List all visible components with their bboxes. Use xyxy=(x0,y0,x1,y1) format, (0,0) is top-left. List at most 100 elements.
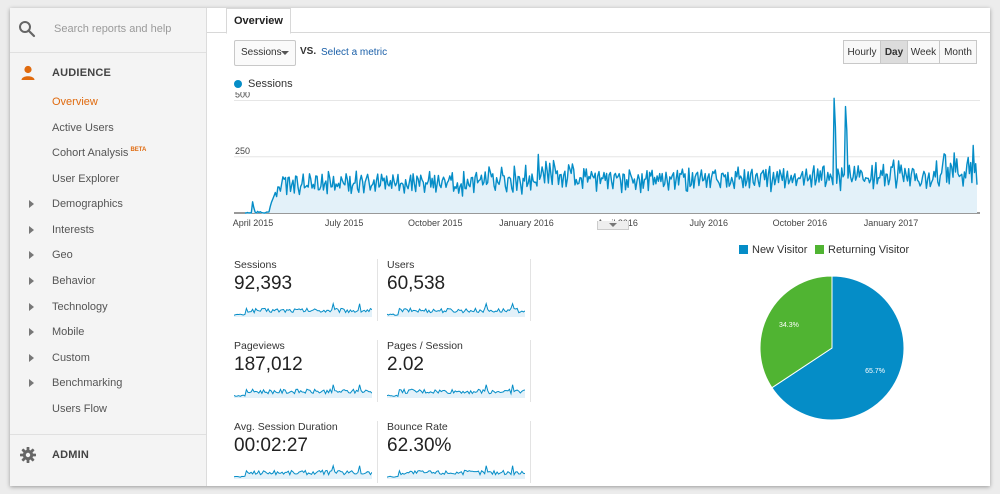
sidebar-item-demographics[interactable]: Demographics xyxy=(10,194,206,216)
sparkline-line xyxy=(234,301,372,316)
stat-divider xyxy=(377,259,378,321)
stat-label: Bounce Rate xyxy=(387,421,448,433)
sidebar-item-label: Demographics xyxy=(52,198,123,210)
granularity-week-button[interactable]: Week xyxy=(907,40,940,64)
sidebar-item-mobile[interactable]: Mobile xyxy=(10,322,206,344)
sparkline-line xyxy=(387,384,525,398)
sidebar-item-users-flow[interactable]: Users Flow xyxy=(10,399,206,421)
granularity-month-button[interactable]: Month xyxy=(939,40,977,64)
sidebar-item-label: Interests xyxy=(52,224,95,236)
sidebar-section-admin[interactable]: ADMIN xyxy=(10,438,206,472)
chevron-down-icon xyxy=(281,51,289,55)
sparkline xyxy=(234,384,372,398)
stat-pages-per-session: Pages / Session 2.02 xyxy=(387,340,527,410)
sessions-legend-dot xyxy=(234,80,242,88)
sidebar-item-label: Users Flow xyxy=(52,403,108,415)
x-tick-label: April 2015 xyxy=(233,218,274,228)
stat-pageviews: Pageviews 187,012 xyxy=(234,340,374,410)
stat-label: Users xyxy=(387,259,415,271)
sparkline xyxy=(234,463,372,479)
sidebar-item-label: Geo xyxy=(52,249,73,261)
sparkline xyxy=(387,301,525,317)
sidebar-item-interests[interactable]: Interests xyxy=(10,220,206,242)
sidebar-item-label: Custom xyxy=(52,352,90,364)
sidebar-item-label: Technology xyxy=(52,301,108,313)
select-metric-link[interactable]: Select a metric xyxy=(321,47,388,58)
pie-slice-new-visitor[interactable] xyxy=(771,275,905,421)
sidebar-item-cohort-analysis[interactable]: Cohort Analysis BETA xyxy=(10,143,206,165)
main-content: Overview Sessions VS. Select a metric Ho… xyxy=(207,8,990,486)
sparkline-area xyxy=(234,384,372,398)
granularity-day-button[interactable]: Day xyxy=(880,40,908,64)
stat-users: Users 60,538 xyxy=(387,259,527,329)
x-tick-label: January 2016 xyxy=(499,218,554,228)
sidebar-item-technology[interactable]: Technology xyxy=(10,297,206,319)
stat-value: 92,393 xyxy=(234,273,293,294)
pie-legend-returning: Returning Visitor xyxy=(815,244,909,256)
sidebar-section-audience[interactable]: AUDIENCE xyxy=(10,56,206,90)
x-tick-label: October 2016 xyxy=(773,218,828,228)
analytics-window: Search reports and help AUDIENCE Overvie… xyxy=(10,8,990,486)
sidebar-item-label: Cohort Analysis BETA xyxy=(52,147,146,159)
sparkline-line xyxy=(387,465,525,478)
audience-label: AUDIENCE xyxy=(52,67,112,79)
sidebar-divider xyxy=(10,434,206,435)
pie-slice-label: 34.3% xyxy=(779,322,799,329)
legend-swatch xyxy=(815,245,824,254)
stat-avg-session-duration: Avg. Session Duration 00:02:27 xyxy=(234,421,374,486)
gear-icon xyxy=(20,447,36,463)
pie-slice-returning-visitor[interactable] xyxy=(759,275,833,389)
sidebar: Search reports and help AUDIENCE Overvie… xyxy=(10,8,207,486)
x-tick-label: January 2017 xyxy=(864,218,919,228)
collapse-chart-button[interactable] xyxy=(597,221,629,230)
sparkline-area xyxy=(387,465,525,479)
sparkline-area xyxy=(387,303,525,317)
y-tick-label: 500 xyxy=(235,92,250,100)
sidebar-item-label: Behavior xyxy=(52,275,96,287)
stat-value: 2.02 xyxy=(387,354,424,375)
sidebar-item-label: Benchmarking xyxy=(52,377,123,389)
granularity-hourly-button[interactable]: Hourly xyxy=(843,40,881,64)
stat-value: 187,012 xyxy=(234,354,303,375)
sidebar-item-geo[interactable]: Geo xyxy=(10,245,206,267)
search-placeholder[interactable]: Search reports and help xyxy=(54,23,172,35)
sidebar-item-overview[interactable]: Overview xyxy=(10,92,206,114)
sidebar-item-user-explorer[interactable]: User Explorer xyxy=(10,169,206,191)
expand-arrow-icon xyxy=(29,303,34,311)
metric-select[interactable]: Sessions xyxy=(234,40,296,66)
sidebar-item-benchmarking[interactable]: Benchmarking xyxy=(10,373,206,395)
sidebar-item-behavior[interactable]: Behavior xyxy=(10,271,206,293)
expand-arrow-icon xyxy=(29,251,34,259)
legend-swatch xyxy=(739,245,748,254)
sparkline-line xyxy=(234,384,372,397)
stat-value: 60,538 xyxy=(387,273,446,294)
sparkline xyxy=(234,301,372,317)
sidebar-item-custom[interactable]: Custom xyxy=(10,348,206,370)
stat-bounce-rate: Bounce Rate 62.30% xyxy=(387,421,527,486)
pie-slice-label: 65.7% xyxy=(865,368,885,375)
search-bar[interactable]: Search reports and help xyxy=(10,8,206,53)
sidebar-item-label: Mobile xyxy=(52,326,85,338)
expand-arrow-icon xyxy=(29,277,34,285)
tab-bar: Overview xyxy=(207,8,990,34)
expand-arrow-icon xyxy=(29,354,34,362)
tab-overview[interactable]: Overview xyxy=(226,8,291,34)
stat-value: 00:02:27 xyxy=(234,435,308,456)
legend-label: Returning Visitor xyxy=(828,244,910,256)
sidebar-item-active-users[interactable]: Active Users xyxy=(10,118,206,140)
vs-label: VS. xyxy=(300,46,317,57)
sparkline xyxy=(387,465,525,479)
sessions-area xyxy=(245,98,977,213)
sidebar-item-label: User Explorer xyxy=(52,173,120,185)
x-tick-label: July 2016 xyxy=(689,218,728,228)
expand-arrow-icon xyxy=(29,200,34,208)
search-icon xyxy=(19,21,36,38)
stat-label: Pageviews xyxy=(234,340,285,352)
sessions-legend-label: Sessions xyxy=(248,78,293,90)
stat-divider xyxy=(377,421,378,483)
stat-divider xyxy=(530,259,531,321)
stat-divider xyxy=(530,421,531,483)
sparkline-line xyxy=(387,301,525,316)
sidebar-item-label: Active Users xyxy=(52,122,114,134)
y-tick-label: 250 xyxy=(235,146,250,156)
